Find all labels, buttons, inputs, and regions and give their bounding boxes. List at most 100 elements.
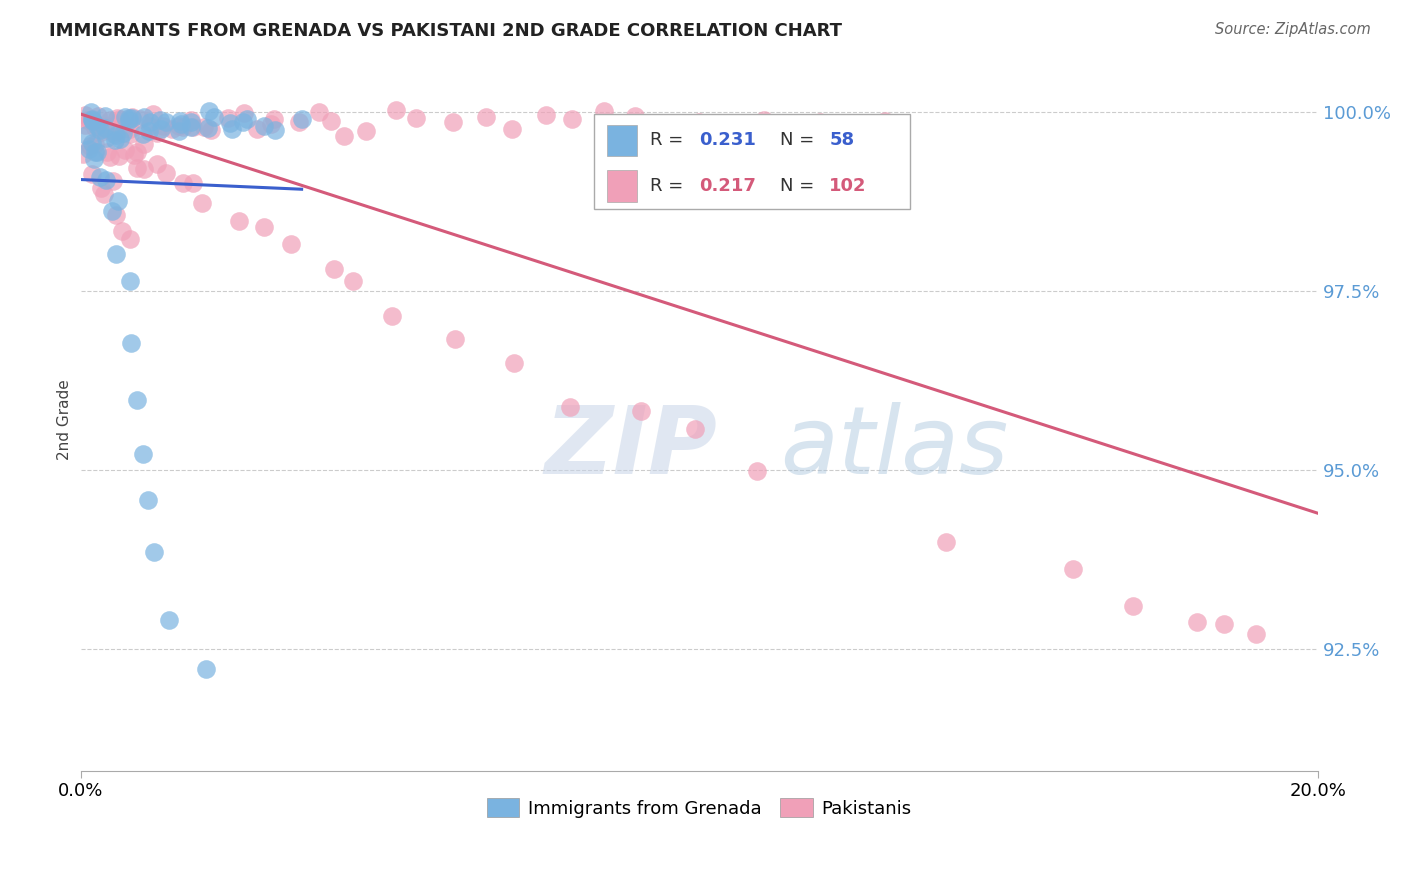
Point bbox=[253, 220, 276, 235]
Bar bbox=[606, 125, 637, 156]
Point bbox=[384, 103, 406, 118]
Text: atlas: atlas bbox=[780, 402, 1008, 493]
Point bbox=[180, 112, 202, 127]
Point bbox=[86, 120, 108, 134]
Point bbox=[118, 274, 141, 288]
Point bbox=[263, 112, 285, 126]
Point bbox=[111, 223, 134, 237]
Point bbox=[1185, 615, 1208, 629]
Point bbox=[138, 124, 160, 138]
Point bbox=[1213, 617, 1236, 632]
Point bbox=[172, 177, 194, 191]
Point bbox=[181, 176, 204, 190]
Point bbox=[94, 121, 117, 136]
Point bbox=[381, 309, 404, 323]
Point bbox=[120, 127, 142, 141]
Point bbox=[75, 108, 97, 122]
Text: IMMIGRANTS FROM GRENADA VS PAKISTANI 2ND GRADE CORRELATION CHART: IMMIGRANTS FROM GRENADA VS PAKISTANI 2ND… bbox=[49, 22, 842, 40]
Point bbox=[101, 174, 124, 188]
Point bbox=[76, 112, 98, 127]
Point bbox=[405, 112, 427, 126]
Point bbox=[84, 136, 107, 151]
Point bbox=[104, 208, 127, 222]
Point bbox=[136, 492, 159, 507]
Point bbox=[202, 110, 225, 124]
Point bbox=[86, 145, 108, 160]
Point bbox=[129, 112, 152, 126]
Point bbox=[503, 356, 526, 370]
Point bbox=[75, 128, 97, 143]
Point bbox=[560, 401, 582, 415]
Text: N =: N = bbox=[780, 131, 820, 150]
Text: 58: 58 bbox=[830, 131, 855, 150]
Point bbox=[132, 447, 155, 461]
Point bbox=[80, 112, 103, 127]
Point bbox=[155, 166, 177, 180]
Point bbox=[160, 122, 183, 136]
Point bbox=[280, 237, 302, 252]
Point bbox=[87, 109, 110, 123]
Point bbox=[172, 120, 194, 134]
Point bbox=[167, 120, 190, 134]
Point bbox=[183, 120, 205, 135]
Point bbox=[443, 332, 465, 346]
Point bbox=[114, 120, 136, 134]
Text: R =: R = bbox=[650, 178, 689, 195]
Point bbox=[197, 120, 219, 135]
Point bbox=[873, 114, 896, 128]
Point bbox=[139, 119, 162, 133]
Point bbox=[536, 108, 558, 122]
Point bbox=[112, 126, 135, 140]
Point bbox=[118, 111, 141, 125]
Point bbox=[80, 112, 103, 127]
Point bbox=[157, 613, 180, 627]
Point bbox=[89, 119, 111, 133]
Point bbox=[232, 106, 254, 120]
Point bbox=[593, 103, 616, 118]
Point bbox=[96, 145, 118, 160]
Point bbox=[139, 114, 162, 128]
Point bbox=[105, 124, 128, 138]
Point bbox=[82, 136, 104, 150]
Point bbox=[308, 104, 330, 119]
Point bbox=[89, 170, 111, 185]
Point bbox=[441, 114, 464, 128]
Point bbox=[120, 336, 142, 351]
Point bbox=[79, 142, 101, 156]
Point bbox=[180, 115, 202, 129]
Point bbox=[79, 139, 101, 153]
Point bbox=[501, 121, 523, 136]
Point bbox=[191, 196, 214, 211]
Point bbox=[120, 232, 142, 246]
Point bbox=[96, 119, 118, 133]
Point bbox=[120, 121, 142, 136]
Point bbox=[219, 116, 242, 130]
Point bbox=[935, 534, 957, 549]
Point bbox=[155, 115, 177, 129]
Point bbox=[90, 125, 112, 139]
Point bbox=[630, 404, 652, 418]
Point bbox=[291, 112, 314, 126]
Point bbox=[96, 173, 118, 187]
FancyBboxPatch shape bbox=[595, 114, 910, 209]
Point bbox=[232, 115, 254, 129]
Point bbox=[1122, 599, 1144, 613]
Point bbox=[80, 167, 103, 181]
Point bbox=[98, 113, 121, 128]
Point bbox=[121, 111, 143, 125]
Point bbox=[683, 421, 706, 435]
Point bbox=[221, 122, 243, 136]
Point bbox=[96, 121, 118, 136]
Point bbox=[142, 107, 165, 121]
Point bbox=[79, 113, 101, 128]
Point bbox=[152, 119, 174, 133]
Point bbox=[263, 122, 285, 136]
Point bbox=[624, 109, 647, 123]
Point bbox=[73, 118, 96, 132]
Text: ZIP: ZIP bbox=[544, 401, 717, 493]
Point bbox=[198, 104, 221, 119]
Point bbox=[108, 132, 131, 146]
Point bbox=[82, 113, 104, 128]
Text: N =: N = bbox=[780, 178, 820, 195]
Point bbox=[83, 120, 105, 135]
